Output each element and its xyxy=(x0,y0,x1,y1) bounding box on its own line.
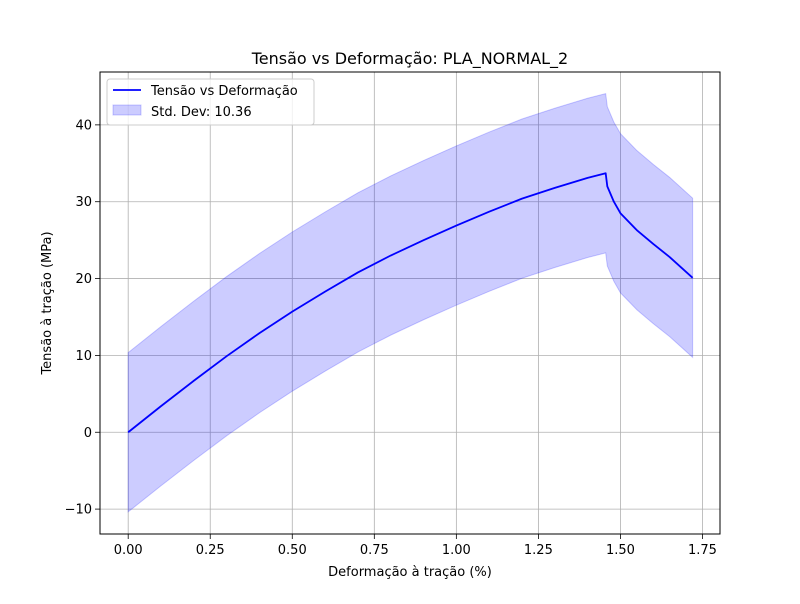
x-tick-label: 1.00 xyxy=(442,543,471,558)
y-tick-label: 30 xyxy=(75,195,92,210)
legend-label-series: Tensão vs Deformação xyxy=(150,84,298,99)
y-tick-label: 10 xyxy=(75,349,92,364)
grid xyxy=(100,72,720,534)
std-dev-band xyxy=(127,93,694,513)
plot-area xyxy=(127,93,694,513)
x-tick-label: 0.25 xyxy=(196,543,225,558)
x-tick-label: 0.00 xyxy=(114,543,143,558)
x-axis-label: Deformação à tração (%) xyxy=(328,565,492,580)
y-axis-label: Tensão à tração (MPa) xyxy=(40,231,55,375)
x-tick-label: 1.50 xyxy=(606,543,635,558)
legend: Tensão vs Deformação Std. Dev: 10.36 xyxy=(106,78,315,126)
y-tick-label: 0 xyxy=(84,426,92,441)
y-axis: −10 0 10 20 30 40 xyxy=(65,118,100,518)
legend-box xyxy=(106,78,315,126)
y-tick-label: −10 xyxy=(65,503,92,518)
legend-band-swatch xyxy=(112,104,142,116)
axes-frame xyxy=(99,71,721,535)
legend-label-band: Std. Dev: 10.36 xyxy=(151,105,252,120)
x-tick-label: 0.75 xyxy=(360,543,389,558)
x-axis: 0.00 0.25 0.50 0.75 1.00 1.25 1.50 1.75 xyxy=(114,534,717,558)
series-line-tensao-vs-deformacao xyxy=(127,172,694,433)
chart-title: Tensão vs Deformação: PLA_NORMAL_2 xyxy=(251,49,568,69)
y-tick-label: 40 xyxy=(75,118,92,133)
y-tick-label: 20 xyxy=(75,272,92,287)
x-tick-label: 1.25 xyxy=(524,543,553,558)
x-tick-label: 1.75 xyxy=(688,543,717,558)
x-tick-label: 0.50 xyxy=(278,543,307,558)
